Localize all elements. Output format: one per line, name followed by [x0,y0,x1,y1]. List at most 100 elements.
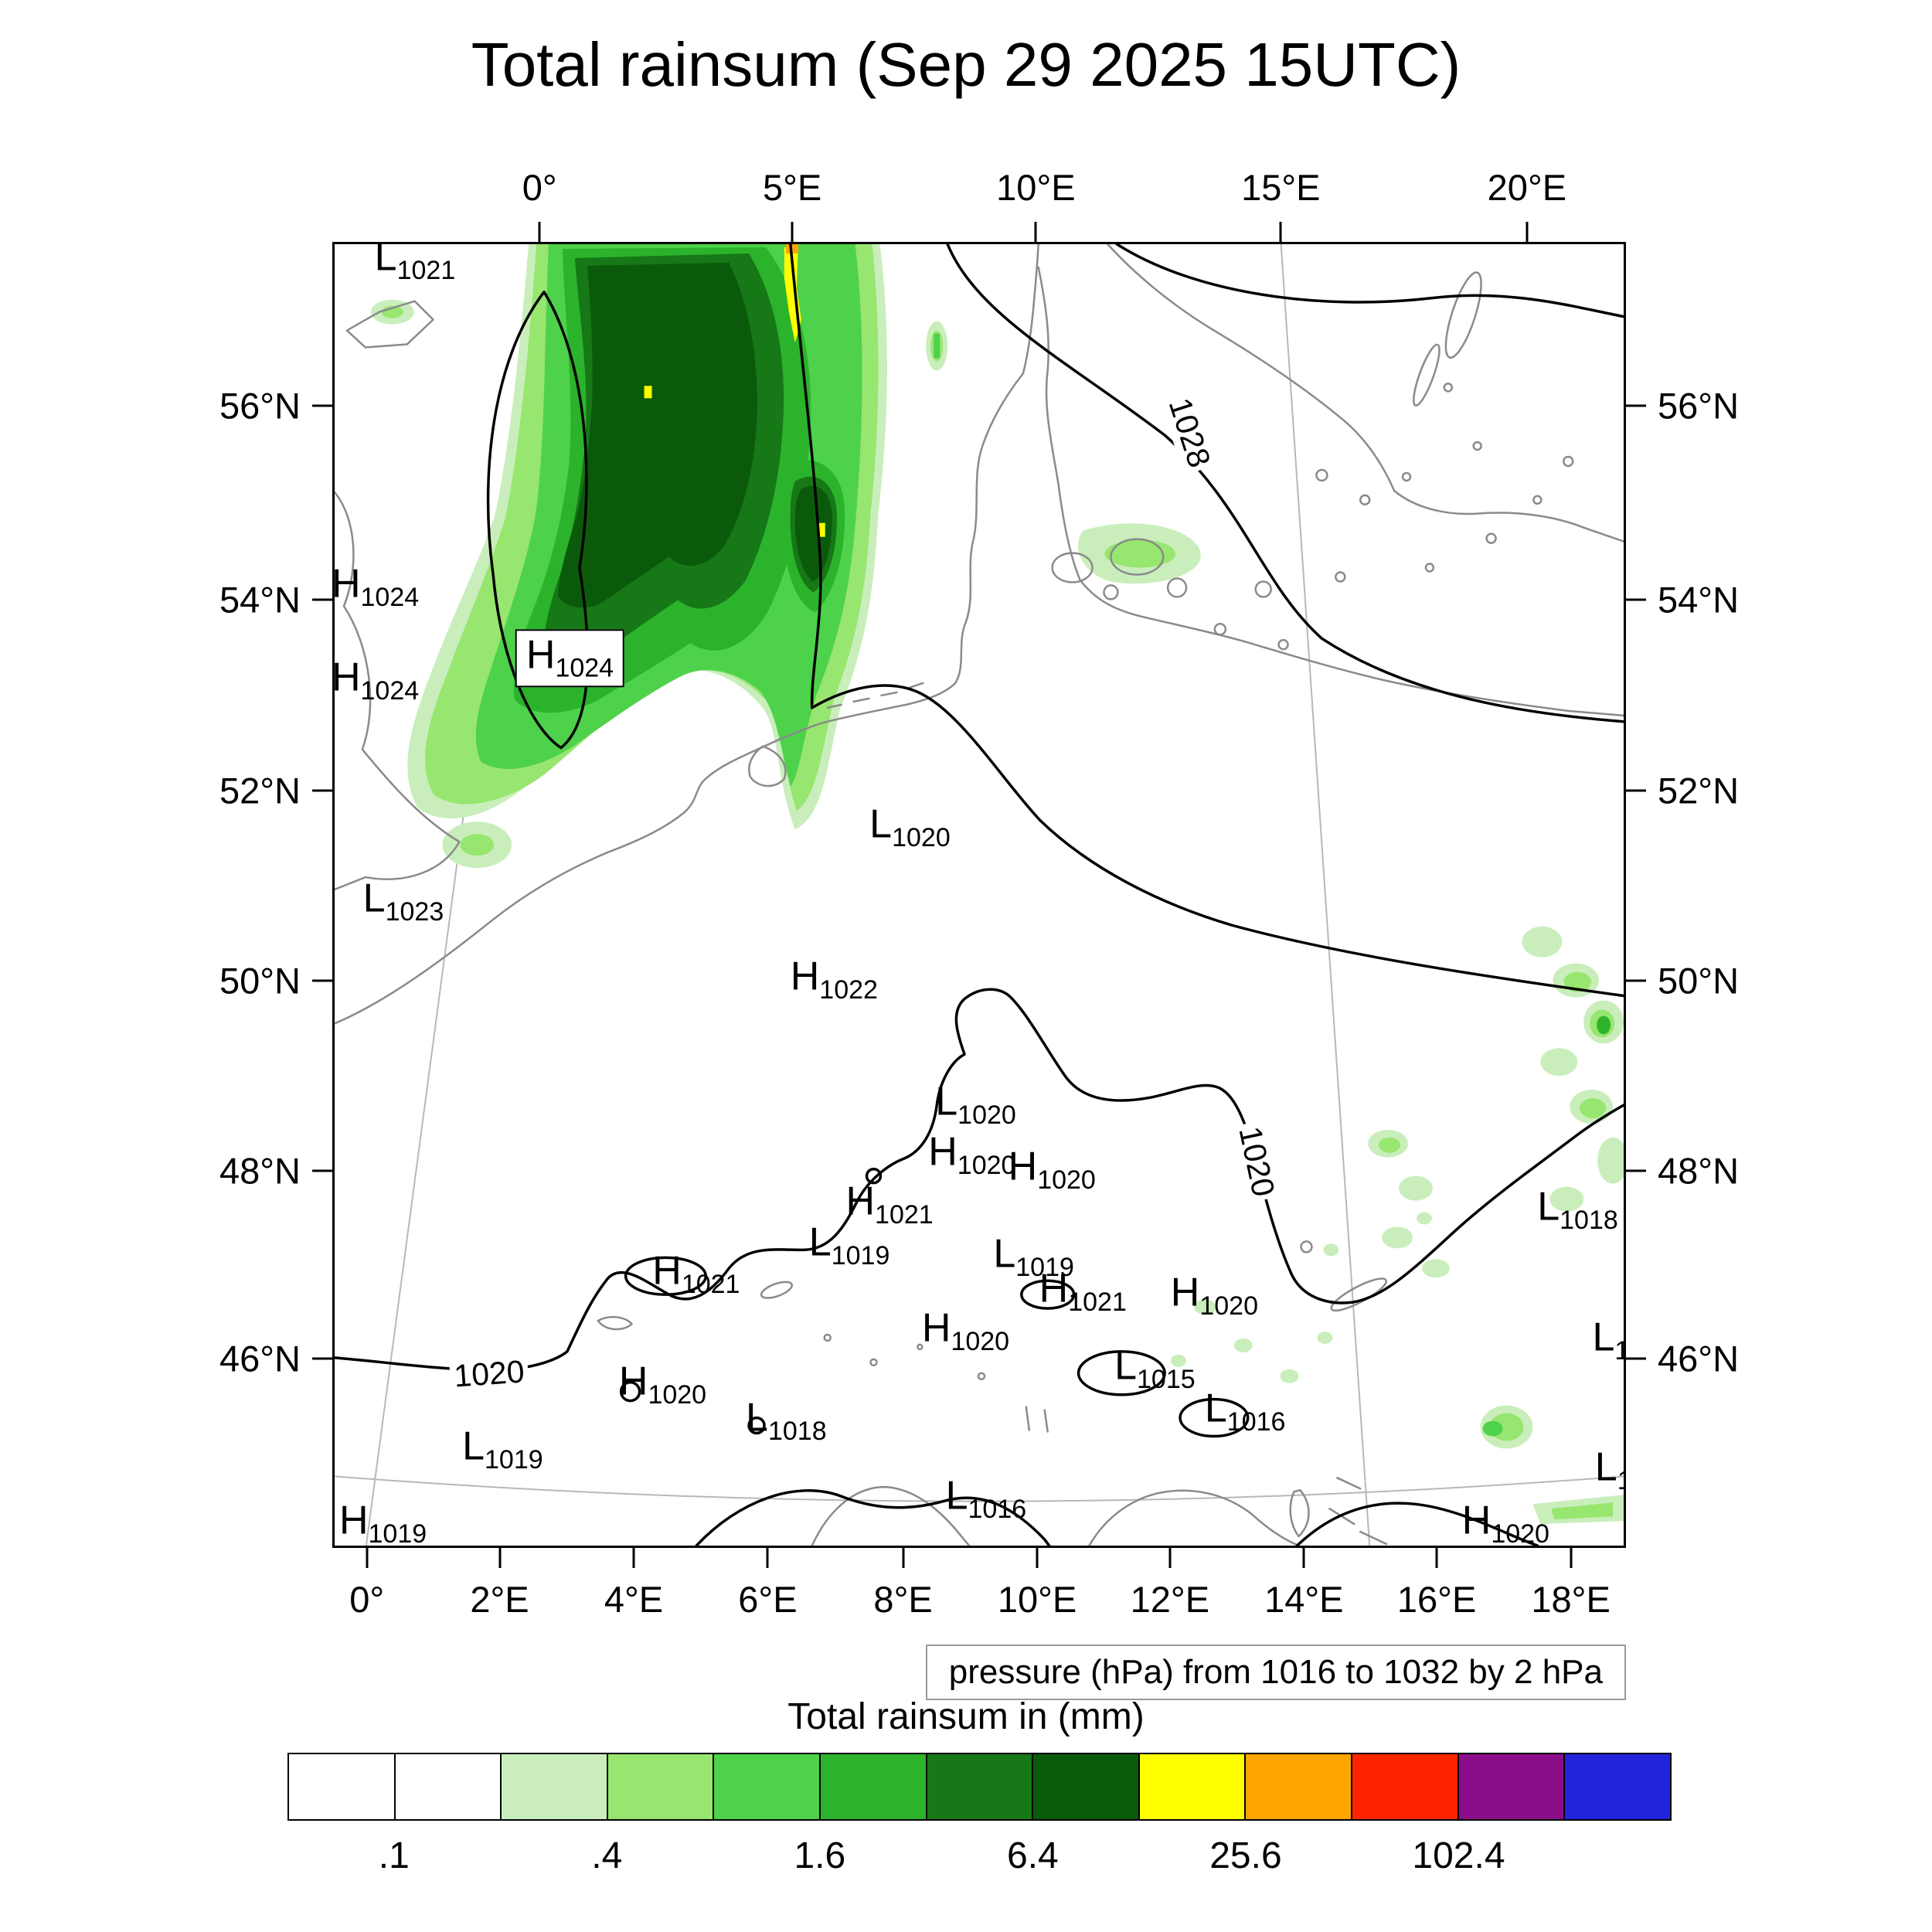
bottom-axis-tick [632,1548,635,1568]
bottom-axis-tick [1036,1548,1039,1568]
right-axis-label: 48°N [1658,1150,1740,1192]
bottom-axis-label: 10°E [997,1579,1077,1620]
pressure-center-l-1015: L1015 [1114,1343,1196,1394]
left-axis-label: 52°N [219,770,301,811]
top-axis-tick [791,222,794,242]
colorbar-tick-label: 1.6 [794,1835,846,1876]
bottom-axis-tick [902,1548,905,1568]
bottom-axis-tick [1570,1548,1573,1568]
top-axis-label: 5°E [762,167,822,208]
pressure-range-caption: pressure (hPa) from 1016 to 1032 by 2 hP… [925,1645,1626,1700]
bottom-axis-tick [1168,1548,1172,1568]
pressure-center-h-1021: H1021 [845,1179,934,1230]
left-axis-tick [312,598,332,601]
bottom-axis-label: 4°E [604,1579,664,1620]
colorbar-labels: .1 .4 1.6 6.4 25.6 102.4 [287,1835,1672,1881]
bottom-axis-tick [498,1548,501,1568]
pressure-center-l-1018: L1018 [1537,1184,1618,1236]
right-axis-label: 50°N [1658,960,1740,1002]
bottom-axis-tick [1435,1548,1438,1568]
pressure-center-l-1: L1 [1592,1315,1624,1366]
colorbar-cell [395,1753,502,1821]
colorbar-cell [1458,1753,1566,1821]
pressure-center-h-1021: H1021 [652,1248,740,1299]
right-axis-tick [1626,1169,1646,1172]
left-axis-label: 48°N [219,1150,301,1192]
bottom-axis-label: 18°E [1531,1579,1611,1620]
isobar-contours [335,244,1624,1546]
right-axis-label: 52°N [1658,770,1740,811]
pressure-center-h-1021: H1021 [1039,1266,1127,1318]
page-title: Total rainsum (Sep 29 2025 15UTC) [471,30,1461,99]
isobar-1020 [335,988,1624,1372]
bottom-axis-tick [766,1548,769,1568]
isobar-1022 [789,244,1624,998]
top-axis-tick [1034,222,1037,242]
left-axis-tick [312,979,332,982]
pressure-center-h-1022: H1022 [790,954,878,1005]
pressure-center-h-1020: H1020 [928,1130,1016,1181]
colorbar-tick-label: 102.4 [1412,1835,1505,1876]
bottom-axis-tick [366,1548,369,1568]
colorbar-cell [1139,1753,1247,1821]
pressure-center-l-1023: L1023 [362,876,444,927]
colorbar [287,1753,1672,1821]
bottom-axis-label: 2°E [470,1579,529,1620]
top-axis-label: 15°E [1241,167,1321,208]
pressure-center-h-1024: H1024 [515,629,625,687]
bottom-axis-label: 16°E [1396,1579,1477,1620]
pressure-center-h-1020: H1020 [618,1359,707,1410]
left-axis-label: 56°N [219,385,301,427]
left-axis-tick [312,789,332,792]
colorbar-tick-label: 25.6 [1209,1835,1282,1876]
pressure-center-h-1024: H1024 [335,561,420,612]
pressure-center-h-1024: H1024 [335,655,420,706]
pressure-center-l-1019: L1019 [462,1423,543,1475]
colorbar-cell [1033,1753,1140,1821]
left-axis-tick [312,1357,332,1359]
colorbar-tick-label: .4 [591,1835,623,1876]
left-axis-label: 50°N [219,960,301,1002]
bottom-axis-label: 8°E [873,1579,933,1620]
top-axis-tick [538,222,541,242]
pressure-center-h-1019: H1019 [338,1498,427,1546]
top-axis-label: 10°E [996,167,1076,208]
colorbar-cell [821,1753,927,1821]
colorbar-cell [1352,1753,1459,1821]
bottom-axis-tick [1302,1548,1305,1568]
pressure-center-h-1020: H1020 [1008,1144,1096,1195]
right-axis-tick [1626,979,1646,982]
top-axis-tick [1526,222,1529,242]
left-axis-label: 54°N [219,579,301,621]
right-axis-tick [1626,404,1646,407]
pressure-center-l-1: L1 [1594,1444,1624,1494]
map-area: L1021 H1024 H1024 H1024 L1023 L1020 H1022 L1020… [335,244,1624,1546]
colorbar-cell [287,1753,396,1821]
left-axis-tick [312,404,332,407]
map-frame: L1021 H1024 H1024 H1024 L1023 L1020 H1022 L1020… [219,167,1739,1620]
right-axis-label: 54°N [1658,579,1740,621]
isobar-1030 [1115,244,1624,318]
pressure-center-l-1016: L1016 [1204,1386,1286,1437]
rain-area-core-darkest [557,262,757,608]
right-axis-tick [1626,1357,1646,1359]
pressure-center-l-1020: L1020 [869,801,951,853]
pressure-center-l-1019: L1019 [993,1231,1074,1282]
colorbar-cell [607,1753,715,1821]
colorbar-cell [1246,1753,1353,1821]
bottom-axis-label: 12°E [1130,1579,1210,1620]
pressure-center-l-1019: L1019 [808,1219,890,1270]
pressure-center-h-1020: H1020 [921,1305,1010,1356]
right-axis-label: 46°N [1658,1338,1740,1379]
right-axis-tick [1626,598,1646,601]
pressure-center-h-1020: H1020 [1170,1270,1259,1321]
colorbar-tick-label: 6.4 [1007,1835,1059,1876]
colorbar-cell [714,1753,821,1821]
axes-layer: 0° 5°E 10°E 15°E 20°E 0° 2°E 4°E 6°E 8°E 10°E 12°E 1… [219,167,1739,1620]
bottom-axis-label: 0° [349,1579,385,1620]
right-axis-tick [1626,789,1646,792]
right-axis-label: 56°N [1658,385,1740,427]
bottom-axis-label: 14°E [1264,1579,1344,1620]
left-axis-tick [312,1169,332,1172]
colorbar-cell [1565,1753,1672,1821]
